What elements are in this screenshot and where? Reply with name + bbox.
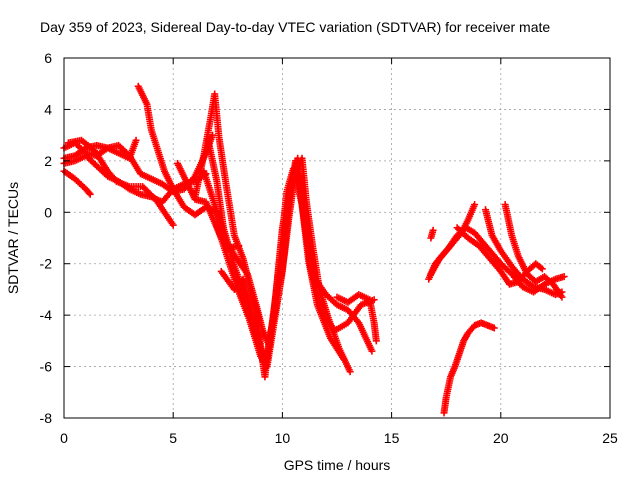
data-point (471, 201, 479, 209)
x-tick-label: 15 (384, 430, 400, 446)
data-point (560, 273, 568, 281)
y-tick-label: -8 (40, 410, 53, 426)
data-point (372, 337, 380, 345)
data-point (429, 226, 437, 234)
x-tick-label: 25 (602, 430, 618, 446)
data-points (60, 82, 568, 417)
x-axis-title: GPS time / hours (284, 457, 391, 473)
series-s13 (333, 291, 380, 345)
data-point (368, 347, 376, 355)
y-tick-label: -6 (40, 359, 53, 375)
data-point (538, 265, 546, 273)
x-tick-label: 20 (493, 430, 509, 446)
series-s3 (60, 167, 94, 198)
data-point (86, 190, 94, 198)
axis-ticks (63, 57, 611, 419)
data-point (259, 357, 267, 365)
data-point (346, 368, 354, 376)
x-tick-label: 5 (169, 430, 177, 446)
series-s6 (134, 82, 227, 232)
series-s12 (217, 267, 267, 365)
gridlines (64, 58, 610, 418)
data-point (169, 221, 177, 229)
chart-title: Day 359 of 2023, Sidereal Day-to-day VTE… (40, 19, 550, 35)
data-point (132, 136, 140, 144)
data-point (490, 324, 498, 332)
data-point (558, 293, 566, 301)
series-s18 (501, 201, 566, 301)
y-tick-label: 4 (44, 101, 52, 117)
x-tick-label: 0 (60, 430, 68, 446)
plot-frame (63, 57, 611, 419)
series-s20 (440, 319, 498, 417)
series-s19 (453, 224, 546, 288)
y-tick-label: 2 (44, 153, 52, 169)
tick-labels: 0 5 10 15 20 25 -8 -6 -4 -2 0 2 4 6 (40, 50, 618, 446)
series-s15 (427, 224, 568, 296)
y-axis-title: SDTVAR / TECUs (5, 182, 21, 294)
series-s11 (200, 154, 376, 355)
series-s5 (64, 136, 177, 229)
data-point (340, 355, 348, 363)
x-tick-label: 10 (275, 430, 291, 446)
series-s16 (427, 226, 437, 242)
y-tick-label: -4 (40, 307, 53, 323)
y-tick-label: 6 (44, 50, 52, 66)
data-point (85, 189, 93, 197)
y-tick-label: 0 (44, 204, 52, 220)
y-tick-label: -2 (40, 256, 53, 272)
